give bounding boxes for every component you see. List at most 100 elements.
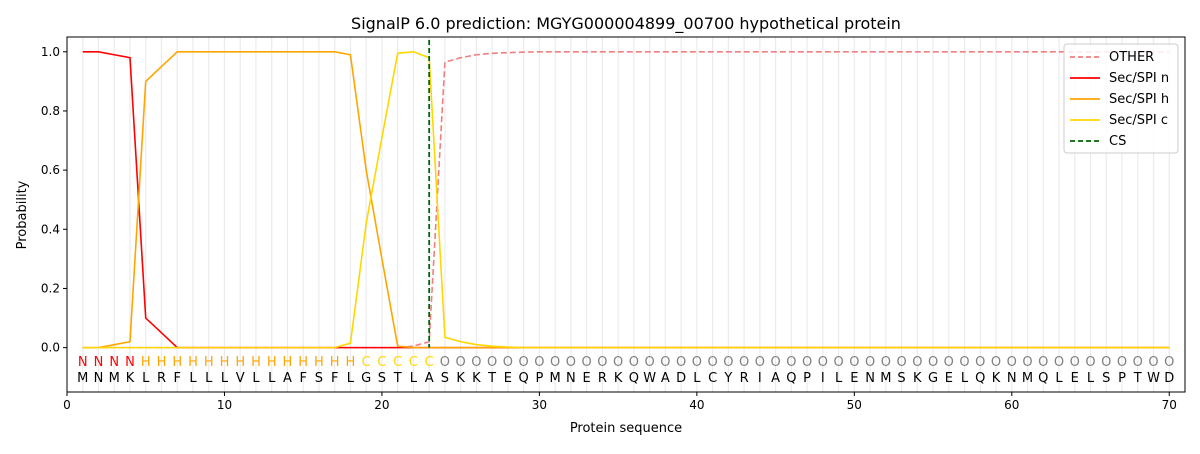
residue-label: L: [410, 371, 418, 386]
region-label: O: [1148, 355, 1158, 370]
region-label: O: [440, 355, 450, 370]
residue-label: K: [126, 371, 135, 386]
chart-title: SignalP 6.0 prediction: MGYG000004899_00…: [351, 14, 901, 34]
x-tick-label: 10: [217, 398, 232, 412]
residue-label: L: [1087, 371, 1095, 386]
region-label: O: [629, 355, 639, 370]
region-label: O: [912, 355, 922, 370]
residue-label: L: [221, 371, 229, 386]
y-tick-label: 1.0: [41, 45, 60, 59]
region-label: O: [991, 355, 1001, 370]
region-label: O: [456, 355, 466, 370]
region-label: O: [550, 355, 560, 370]
residue-label: W: [643, 371, 656, 386]
y-tick-label: 0.2: [41, 281, 60, 295]
region-label: O: [865, 355, 875, 370]
residue-label: L: [142, 371, 150, 386]
legend-label: Sec/SPI h: [1109, 92, 1169, 107]
region-label: O: [959, 355, 969, 370]
residue-label: L: [205, 371, 213, 386]
region-label: O: [1101, 355, 1111, 370]
residue-label: S: [441, 371, 449, 386]
series-line-sec-spi-c: [82, 50, 1170, 349]
residue-label: G: [361, 371, 371, 386]
residue-label: N: [865, 371, 875, 386]
residue-label: A: [771, 371, 780, 386]
region-label: O: [487, 355, 497, 370]
y-tick-label: 0.4: [41, 222, 60, 236]
region-label: O: [1070, 355, 1080, 370]
legend: OTHER Sec/SPI n Sec/SPI h Sec/SPI c CS: [1063, 43, 1179, 154]
region-label: C: [425, 355, 434, 370]
residue-label: P: [803, 371, 811, 386]
region-label: O: [534, 355, 544, 370]
plot-frame: [66, 36, 1186, 393]
region-label: O: [1007, 355, 1017, 370]
residue-label: A: [283, 371, 292, 386]
residue-label: R: [157, 371, 166, 386]
series-line-sec-spi-h: [82, 50, 1170, 349]
residue-label: I: [821, 371, 825, 386]
y-axis-label: Probability: [15, 180, 30, 249]
x-tick-label: 30: [532, 398, 547, 412]
residue-label: I: [758, 371, 762, 386]
residue-label: Q: [975, 371, 985, 386]
region-label: O: [849, 355, 859, 370]
legend-label: CS: [1109, 134, 1126, 149]
residue-label: T: [393, 371, 402, 386]
region-label: H: [141, 355, 151, 370]
region-label: O: [645, 355, 655, 370]
region-label: H: [298, 355, 308, 370]
residue-label: V: [236, 371, 245, 386]
residue-label: K: [913, 371, 922, 386]
x-tick-label: 20: [374, 398, 389, 412]
region-label: O: [802, 355, 812, 370]
region-label: O: [1038, 355, 1048, 370]
residue-label: R: [740, 371, 749, 386]
residue-label: R: [598, 371, 607, 386]
legend-label: OTHER: [1109, 50, 1154, 65]
region-label: O: [471, 355, 481, 370]
residue-label: L: [189, 371, 197, 386]
residue-label: L: [961, 371, 969, 386]
region-label: H: [314, 355, 324, 370]
residue-label: M: [550, 371, 561, 386]
residue-label: K: [992, 371, 1001, 386]
series-line-sec-spi-n: [82, 50, 1170, 349]
residue-label: A: [425, 371, 434, 386]
region-label: O: [707, 355, 717, 370]
residue-label: L: [1055, 371, 1063, 386]
residue-label: N: [94, 371, 104, 386]
residue-label: K: [614, 371, 623, 386]
region-label: O: [692, 355, 702, 370]
region-label: O: [1133, 355, 1143, 370]
residue-label: Q: [629, 371, 639, 386]
residue-label: N: [1007, 371, 1017, 386]
residue-label: L: [835, 371, 843, 386]
sequence-labels: NMNNNMNKHLHRHFHLHLHLHVHLHLHAHFHSHFHLCGCS…: [77, 355, 1174, 386]
x-tick-label: 70: [1162, 398, 1177, 412]
y-tick-label: 0.8: [41, 104, 60, 118]
region-label: N: [125, 355, 135, 370]
region-label: C: [409, 355, 418, 370]
residue-label: G: [928, 371, 938, 386]
region-label: H: [204, 355, 214, 370]
region-label: O: [660, 355, 670, 370]
residue-label: E: [945, 371, 953, 386]
region-label: O: [928, 355, 938, 370]
legend-label: Sec/SPI n: [1109, 71, 1169, 86]
residue-label: L: [252, 371, 260, 386]
x-axis-label: Protein sequence: [570, 421, 682, 436]
region-label: H: [172, 355, 182, 370]
region-label: O: [786, 355, 796, 370]
region-label: O: [755, 355, 765, 370]
residue-label: P: [1118, 371, 1126, 386]
region-label: H: [220, 355, 230, 370]
axes: 0 10 20 30 40 50 60 70 0.0 0.2 0.4 0.6 0.8 1.0: [41, 45, 1177, 412]
residue-label: F: [173, 371, 180, 386]
region-label: O: [676, 355, 686, 370]
residue-label: Q: [519, 371, 529, 386]
region-label: O: [1117, 355, 1127, 370]
region-label: O: [597, 355, 607, 370]
